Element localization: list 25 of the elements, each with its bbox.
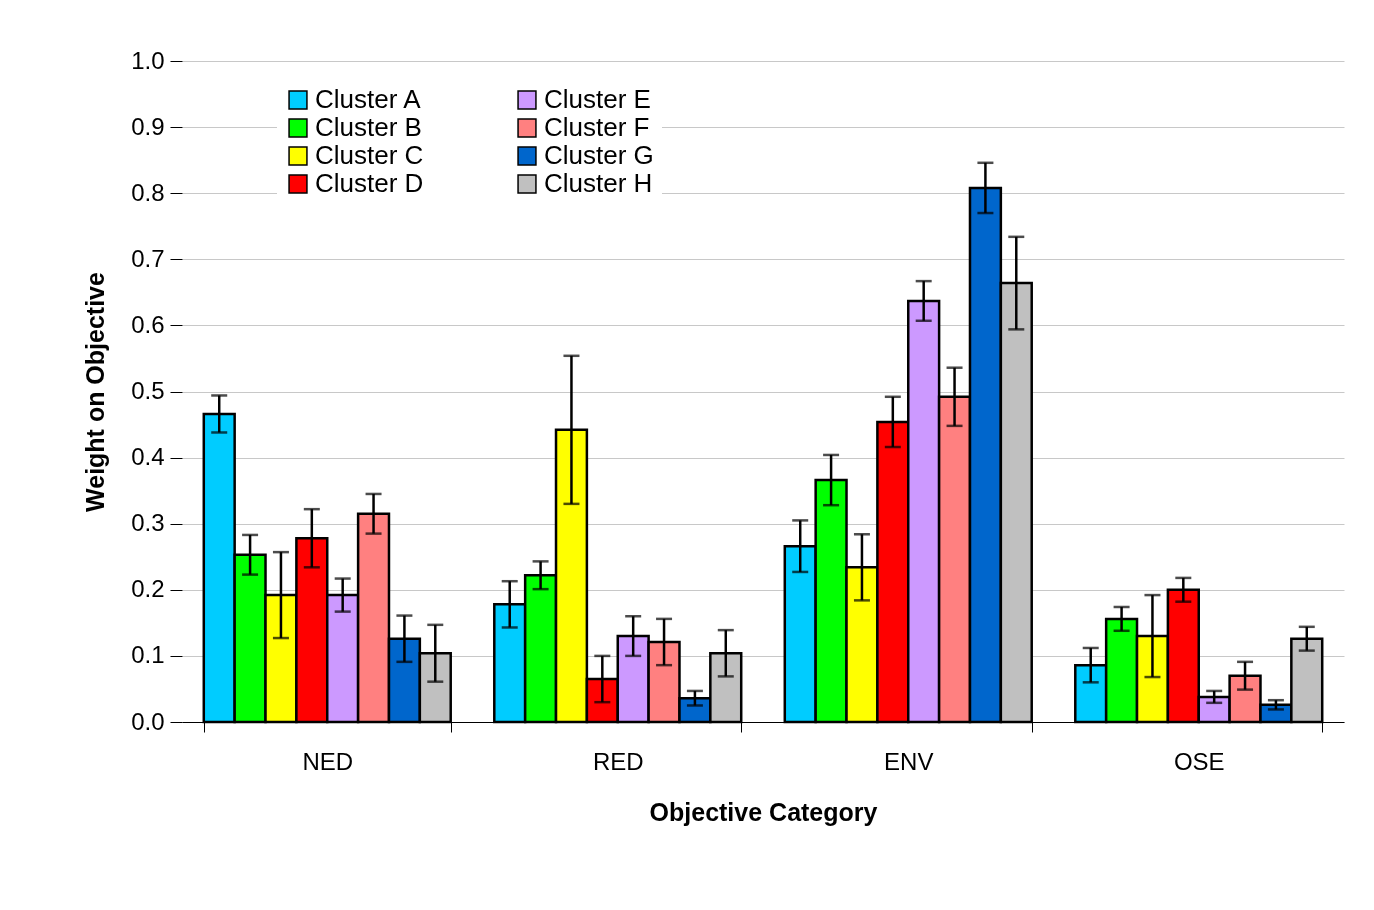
- x-tick-label: NED: [302, 747, 354, 775]
- y-tick-label: 0.2: [131, 575, 165, 603]
- y-tick-label: 0.3: [131, 509, 165, 537]
- y-tick-label: 0.9: [131, 112, 165, 140]
- y-tick-label: 0.8: [131, 178, 165, 206]
- x-axis-title: Objective Category: [649, 797, 878, 826]
- legend-label: Cluster C: [315, 140, 424, 170]
- legend-label: Cluster D: [315, 168, 424, 198]
- legend-label: Cluster F: [544, 112, 650, 142]
- y-tick-label: 0.4: [131, 443, 165, 471]
- legend-label: Cluster B: [315, 112, 422, 142]
- y-tick-label: 0.7: [131, 244, 165, 272]
- x-tick-label: ENV: [884, 747, 934, 775]
- x-tick-label: RED: [592, 747, 644, 775]
- y-tick-label: 0.1: [131, 641, 165, 669]
- legend-label: Cluster H: [544, 168, 653, 198]
- y-tick-label: 0.0: [131, 707, 165, 735]
- legend-label: Cluster E: [544, 84, 651, 114]
- y-tick-label: 0.5: [131, 377, 165, 404]
- y-tick-label: 0.6: [131, 310, 165, 338]
- legend-label: Cluster G: [544, 140, 654, 170]
- y-tick-label: 1.0: [131, 46, 165, 74]
- y-axis-title: Weight on Objective: [81, 271, 110, 512]
- x-tick-label: OSE: [1173, 747, 1225, 775]
- legend-label: Cluster A: [315, 84, 422, 114]
